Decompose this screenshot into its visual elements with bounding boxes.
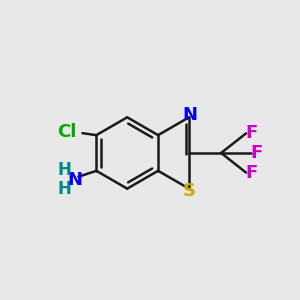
Text: H: H <box>58 180 72 198</box>
Text: H: H <box>58 161 72 179</box>
Text: F: F <box>245 164 257 181</box>
Text: S: S <box>182 182 196 200</box>
Text: N: N <box>182 106 197 124</box>
Text: N: N <box>67 171 82 189</box>
Text: F: F <box>250 144 262 162</box>
Text: F: F <box>245 124 257 142</box>
Text: Cl: Cl <box>57 123 76 141</box>
